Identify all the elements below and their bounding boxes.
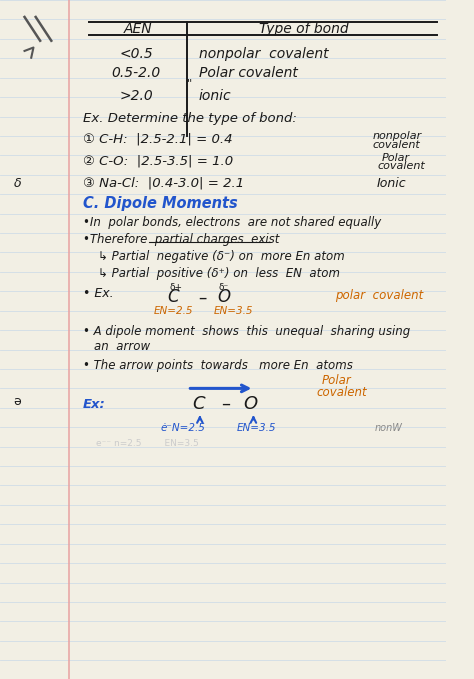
Text: –: –	[199, 289, 207, 306]
Text: ė⁻N=2.5: ė⁻N=2.5	[161, 423, 206, 433]
Text: –: –	[221, 395, 230, 413]
Text: C: C	[192, 395, 204, 413]
Text: covalent: covalent	[377, 162, 425, 171]
Text: EN=3.5: EN=3.5	[237, 423, 276, 433]
Text: an  arrow: an arrow	[94, 340, 150, 354]
Text: Ionic: Ionic	[377, 177, 407, 190]
Text: covalent: covalent	[317, 386, 367, 399]
Text: C: C	[167, 289, 179, 306]
Text: Ex. Determine the type of bond:: Ex. Determine the type of bond:	[82, 112, 296, 126]
Text: Polar: Polar	[321, 373, 351, 387]
Text: • A dipole moment  shows  this  unequal  sharing using: • A dipole moment shows this unequal sha…	[82, 325, 410, 338]
Text: e⁻⁻ n=2.5        EN=3.5: e⁻⁻ n=2.5 EN=3.5	[96, 439, 199, 448]
Text: 0.5-2.0: 0.5-2.0	[111, 66, 161, 79]
Text: <0.5: <0.5	[119, 48, 153, 61]
Text: polar  covalent: polar covalent	[335, 289, 423, 302]
Text: EN=3.5: EN=3.5	[214, 306, 254, 316]
Text: ": "	[187, 78, 192, 88]
Text: AEN: AEN	[124, 22, 153, 35]
Text: •In  polar bonds, electrons  are not shared equally: •In polar bonds, electrons are not share…	[82, 215, 381, 229]
Text: ↳ Partial  negative (δ⁻) on  more En atom: ↳ Partial negative (δ⁻) on more En atom	[98, 250, 345, 263]
Text: ǝ: ǝ	[13, 395, 21, 409]
Text: δ: δ	[13, 177, 21, 190]
Text: O: O	[218, 289, 231, 306]
Text: nonpolar  covalent: nonpolar covalent	[199, 48, 328, 61]
Text: Type of bond: Type of bond	[258, 22, 348, 35]
Text: ↳ Partial  positive (δ⁺) on  less  EN  atom: ↳ Partial positive (δ⁺) on less EN atom	[98, 267, 340, 280]
Text: >2.0: >2.0	[119, 90, 153, 103]
Text: C. Dipole Moments: C. Dipole Moments	[82, 196, 237, 211]
Text: Polar covalent: Polar covalent	[199, 66, 297, 79]
Text: ② C-O:  |2.5-3.5| = 1.0: ② C-O: |2.5-3.5| = 1.0	[82, 154, 233, 168]
Text: Polar: Polar	[382, 153, 410, 162]
Text: covalent: covalent	[373, 140, 420, 149]
Text: •Therefore  partial charges  exist: •Therefore partial charges exist	[82, 232, 279, 246]
Text: • The arrow points  towards   more En  atoms: • The arrow points towards more En atoms	[82, 359, 352, 372]
Text: O: O	[243, 395, 257, 413]
Text: nonpolar: nonpolar	[373, 131, 422, 141]
Text: ionic: ionic	[199, 90, 231, 103]
Text: ③ Na-Cl:  |0.4-3.0| = 2.1: ③ Na-Cl: |0.4-3.0| = 2.1	[82, 177, 244, 190]
Text: Ex:: Ex:	[82, 397, 105, 411]
Text: EN=2.5: EN=2.5	[154, 306, 193, 316]
Text: ① C-H:  |2.5-2.1| = 0.4: ① C-H: |2.5-2.1| = 0.4	[82, 132, 232, 146]
Text: • Ex.: • Ex.	[82, 287, 113, 300]
Text: δ+: δ+	[170, 283, 182, 293]
Text: δ⁻: δ⁻	[219, 283, 229, 293]
Text: nonW: nonW	[375, 423, 402, 433]
